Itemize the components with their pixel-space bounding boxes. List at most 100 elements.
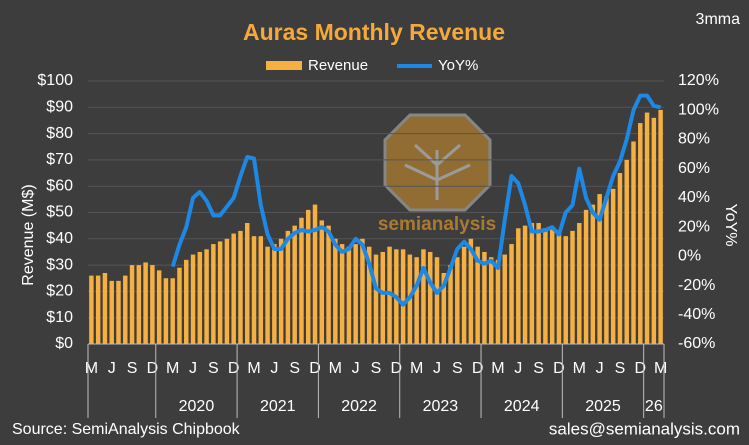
bar (89, 275, 94, 344)
bar (326, 225, 331, 344)
bar (387, 246, 392, 344)
x-tick-label: M (247, 360, 260, 377)
bar (333, 238, 338, 344)
bar (305, 209, 311, 344)
bar (509, 244, 514, 344)
bar (522, 225, 528, 344)
bar (373, 254, 379, 344)
x-tick-label: J (108, 360, 116, 377)
y2-tick-label: 100% (678, 101, 719, 118)
bar (190, 254, 196, 344)
bar (597, 194, 602, 344)
x-tick-label: J (433, 360, 441, 377)
bar (163, 278, 169, 344)
x-tick-label: S (533, 360, 544, 377)
bar (502, 254, 507, 344)
bar (353, 244, 358, 344)
bar (624, 159, 629, 344)
y-tick-label: $40 (46, 230, 73, 247)
bar (448, 265, 453, 344)
y-tick-label: $90 (46, 99, 73, 116)
y2-tick-label: 20% (678, 218, 710, 235)
x-tick-label: S (371, 360, 382, 377)
bar (136, 265, 142, 344)
bar (339, 244, 345, 344)
legend-label: Revenue (308, 57, 368, 74)
x-tick-label: S (289, 360, 300, 377)
year-label: 2021 (260, 398, 296, 415)
bar (644, 112, 650, 344)
bar (143, 262, 148, 344)
bar (184, 259, 189, 344)
bar (170, 278, 175, 344)
bar (299, 217, 304, 344)
bar (245, 223, 250, 344)
x-tick-label: D (309, 360, 321, 377)
watermark-text: semianalysis (378, 214, 496, 235)
x-tick-label: M (329, 360, 342, 377)
bar (312, 204, 318, 344)
bar (434, 257, 440, 344)
bar (604, 196, 609, 344)
bar (217, 241, 223, 344)
bar (651, 117, 657, 344)
x-tick-label: D (147, 360, 159, 377)
bar (658, 109, 663, 345)
x-tick-label: M (85, 360, 98, 377)
year-label: 2020 (179, 398, 215, 415)
x-tick-label: S (615, 360, 626, 377)
y2-tick-label: -20% (678, 277, 715, 294)
bar (455, 257, 460, 344)
x-tick-label: J (189, 360, 197, 377)
bar (102, 272, 108, 344)
bar (204, 249, 209, 344)
x-tick-label: S (127, 360, 138, 377)
bar (543, 228, 548, 344)
y2-tick-label: 60% (678, 160, 710, 177)
bar (251, 236, 257, 344)
y-tick-label: $50 (46, 204, 73, 221)
y2-tick-label: -40% (678, 306, 715, 323)
bar (495, 259, 501, 344)
bar (95, 275, 101, 344)
bar (610, 188, 616, 344)
bar (638, 123, 643, 344)
bar (441, 272, 447, 344)
bar (278, 238, 284, 344)
x-tick-label: J (270, 360, 278, 377)
x-tick-label: D (553, 360, 565, 377)
y-tick-label: $20 (46, 283, 73, 300)
bar (590, 204, 596, 344)
y-tick-label: $30 (46, 256, 73, 273)
bar (583, 209, 589, 344)
bar (224, 238, 230, 344)
bar (536, 223, 541, 344)
year-label: 2025 (585, 398, 621, 415)
y2-tick-label: -60% (678, 335, 715, 352)
note: 3mma (696, 11, 741, 28)
y-tick-label: $60 (46, 177, 73, 194)
y2-tick-label: 80% (678, 131, 710, 148)
year-label: 26 (645, 398, 663, 415)
y-axis-label: Revenue (M$) (20, 184, 37, 285)
bar (488, 257, 494, 344)
bar (617, 173, 623, 344)
bar (150, 265, 155, 344)
bar (123, 275, 128, 344)
bar (238, 230, 243, 344)
y2-tick-label: 0% (678, 248, 701, 265)
bar (366, 246, 372, 344)
contact: sales@semianalysis.com (549, 419, 740, 438)
bar (197, 251, 203, 344)
year-label: 2024 (504, 398, 540, 415)
bar (577, 223, 582, 344)
bar (427, 251, 433, 344)
bar (177, 267, 182, 344)
x-tick-label: M (654, 360, 667, 377)
bar (211, 244, 216, 344)
y2-tick-label: 40% (678, 189, 710, 206)
y2-tick-label: 120% (678, 72, 719, 89)
bar (529, 223, 535, 344)
